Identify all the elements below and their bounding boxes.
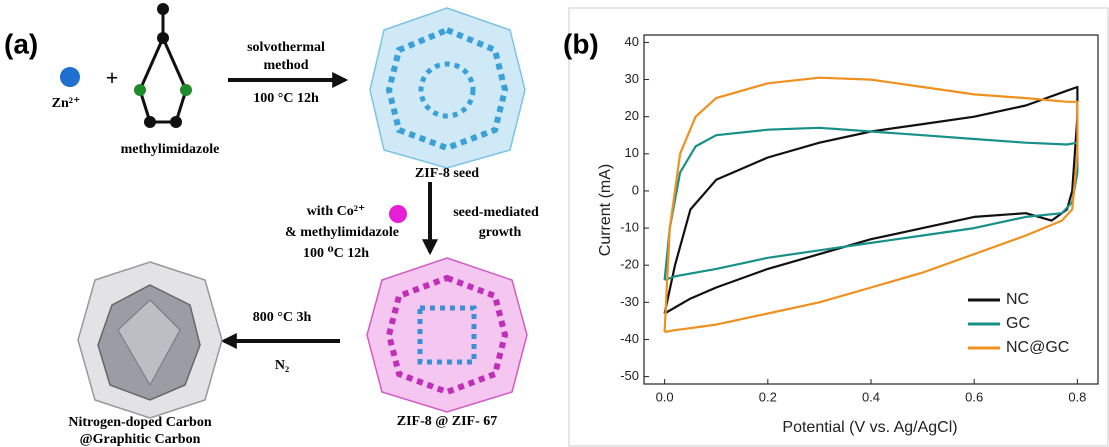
y-tick-label: -20 — [620, 257, 639, 272]
x-tick-label: 0.2 — [759, 389, 777, 404]
figure: (a) Zn²⁺ + methylimidazole solvothermal … — [0, 0, 1109, 447]
plus: + — [106, 65, 119, 90]
x-axis-label: Potential (V vs. Ag/AgCl) — [782, 419, 957, 436]
crystal-label: ZIF-8 @ ZIF- 67 — [397, 414, 498, 429]
step-label: & methylimidazole — [285, 225, 399, 240]
panel-label: (b) — [563, 28, 599, 59]
y-tick-label: 40 — [625, 34, 639, 49]
y-tick-label: -10 — [620, 220, 639, 235]
legend-label: NC@GC — [1006, 339, 1069, 356]
zif8-crystal — [370, 8, 525, 168]
legend-label: NC — [1006, 291, 1029, 308]
zn-label: Zn²⁺ — [52, 96, 81, 111]
co-ion — [389, 205, 407, 223]
step-condition: 800 °C 3h — [253, 310, 312, 325]
x-tick-label: 0.8 — [1068, 389, 1086, 404]
step-label: growth — [479, 225, 522, 240]
step-label: method — [263, 58, 308, 73]
y-tick-label: 30 — [625, 71, 639, 86]
panel-label: (a) — [4, 28, 38, 59]
molecule-label: methylimidazole — [121, 142, 220, 157]
step-condition: 100 ⁰C 12h — [303, 246, 369, 261]
crystal-label: ZIF-8 seed — [415, 166, 479, 181]
zif67-crystal — [367, 258, 527, 412]
y-axis-label: Current (mA) — [597, 164, 614, 256]
legend-label: GC — [1006, 315, 1030, 332]
step-label: with Co²⁺ — [307, 204, 366, 219]
y-tick-label: -40 — [620, 331, 639, 346]
x-tick-label: 0.0 — [656, 389, 674, 404]
molecule — [134, 3, 192, 128]
y-tick-label: -50 — [620, 368, 639, 383]
panel-a: (a) Zn²⁺ + methylimidazole solvothermal … — [4, 3, 539, 447]
step-label: N₂ — [275, 358, 289, 373]
y-tick-label: -30 — [620, 294, 639, 309]
series-line — [665, 87, 1078, 314]
product-label: Nitrogen-doped Carbon — [68, 415, 211, 430]
zn-ion — [60, 67, 80, 87]
y-tick-label: 10 — [625, 145, 639, 160]
x-tick-label: 0.6 — [965, 389, 983, 404]
step-condition: 100 °C 12h — [253, 91, 319, 106]
panel-border — [569, 8, 1108, 446]
y-tick-label: 0 — [632, 182, 639, 197]
carbon-crystal — [78, 262, 222, 418]
x-tick-label: 0.4 — [862, 389, 880, 404]
product-label: @Graphitic Carbon — [80, 432, 201, 447]
step-label: seed-mediated — [453, 205, 539, 220]
y-tick-label: 20 — [625, 108, 639, 123]
figure-canvas: (a) Zn²⁺ + methylimidazole solvothermal … — [0, 0, 1109, 447]
series-line — [665, 128, 1078, 280]
plot: 40 30 20 10 0 -10 -20 -30 -40 -50 0.0 0.2 0.4 0.6 0.8 N… — [620, 34, 1086, 405]
step-label: solvothermal — [247, 40, 325, 55]
